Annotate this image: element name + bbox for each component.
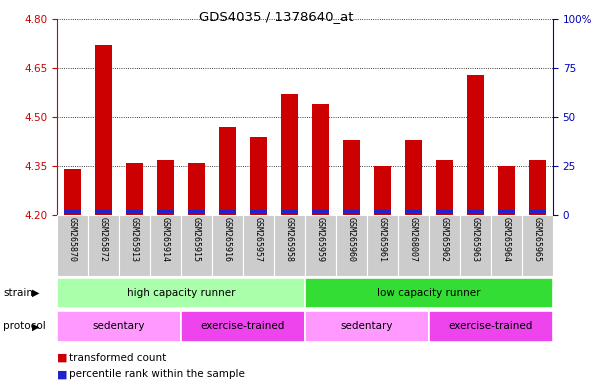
Bar xyxy=(157,210,174,214)
Text: GSM268007: GSM268007 xyxy=(409,217,418,262)
Bar xyxy=(95,45,112,215)
Bar xyxy=(429,215,460,276)
Bar xyxy=(243,215,274,276)
Bar xyxy=(467,210,484,214)
Text: transformed count: transformed count xyxy=(69,353,166,363)
Bar xyxy=(188,163,205,215)
Bar xyxy=(250,210,267,214)
Bar xyxy=(126,210,143,214)
Text: GSM265965: GSM265965 xyxy=(533,217,542,262)
Bar xyxy=(250,137,267,215)
Bar xyxy=(343,140,360,215)
Bar xyxy=(212,215,243,276)
Text: GSM265916: GSM265916 xyxy=(223,217,232,262)
Bar xyxy=(188,210,205,214)
Bar xyxy=(157,160,174,215)
Text: GSM265963: GSM265963 xyxy=(471,217,480,262)
Text: strain: strain xyxy=(3,288,33,298)
Bar xyxy=(374,166,391,215)
Bar xyxy=(498,166,515,215)
Bar xyxy=(460,215,491,276)
Text: percentile rank within the sample: percentile rank within the sample xyxy=(69,369,245,379)
Text: high capacity runner: high capacity runner xyxy=(127,288,236,298)
Text: low capacity runner: low capacity runner xyxy=(377,288,481,298)
Bar xyxy=(305,311,429,342)
Text: GSM265914: GSM265914 xyxy=(161,217,170,262)
Bar xyxy=(274,215,305,276)
Bar xyxy=(64,169,81,215)
Text: GSM265961: GSM265961 xyxy=(378,217,387,262)
Bar xyxy=(336,215,367,276)
Bar xyxy=(57,311,181,342)
Bar xyxy=(467,75,484,215)
Bar xyxy=(529,210,546,214)
Bar xyxy=(64,210,81,214)
Bar xyxy=(126,163,143,215)
Bar xyxy=(57,278,305,308)
Text: GSM265964: GSM265964 xyxy=(502,217,511,262)
Text: GSM265959: GSM265959 xyxy=(316,217,325,262)
Bar xyxy=(429,311,553,342)
Bar xyxy=(95,210,112,214)
Bar xyxy=(281,94,298,215)
Bar xyxy=(436,210,453,214)
Bar xyxy=(305,278,553,308)
Text: sedentary: sedentary xyxy=(341,321,393,331)
Bar xyxy=(181,215,212,276)
Bar xyxy=(88,215,119,276)
Bar xyxy=(367,215,398,276)
Bar xyxy=(405,140,422,215)
Bar xyxy=(312,210,329,214)
Bar xyxy=(181,311,305,342)
Text: sedentary: sedentary xyxy=(93,321,145,331)
Bar xyxy=(436,160,453,215)
Text: GDS4035 / 1378640_at: GDS4035 / 1378640_at xyxy=(199,10,354,23)
Text: GSM265960: GSM265960 xyxy=(347,217,356,262)
Text: ■: ■ xyxy=(57,353,67,363)
Bar xyxy=(491,215,522,276)
Bar xyxy=(398,215,429,276)
Bar xyxy=(498,210,515,214)
Bar xyxy=(119,215,150,276)
Bar xyxy=(529,160,546,215)
Text: ▶: ▶ xyxy=(32,288,40,298)
Text: ▶: ▶ xyxy=(32,321,40,331)
Text: GSM265913: GSM265913 xyxy=(130,217,139,262)
Text: exercise-trained: exercise-trained xyxy=(201,321,285,331)
Text: GSM265962: GSM265962 xyxy=(440,217,449,262)
Bar xyxy=(305,215,336,276)
Bar xyxy=(281,210,298,214)
Bar xyxy=(522,215,553,276)
Text: GSM265915: GSM265915 xyxy=(192,217,201,262)
Text: protocol: protocol xyxy=(3,321,46,331)
Text: exercise-trained: exercise-trained xyxy=(449,321,533,331)
Bar xyxy=(150,215,181,276)
Text: GSM265872: GSM265872 xyxy=(99,217,108,262)
Bar xyxy=(219,127,236,215)
Text: GSM265957: GSM265957 xyxy=(254,217,263,262)
Text: GSM265870: GSM265870 xyxy=(68,217,77,262)
Bar xyxy=(57,215,88,276)
Bar xyxy=(219,210,236,214)
Text: GSM265958: GSM265958 xyxy=(285,217,294,262)
Bar xyxy=(405,210,422,214)
Bar xyxy=(374,210,391,214)
Bar xyxy=(343,210,360,214)
Text: ■: ■ xyxy=(57,369,67,379)
Bar xyxy=(312,104,329,215)
